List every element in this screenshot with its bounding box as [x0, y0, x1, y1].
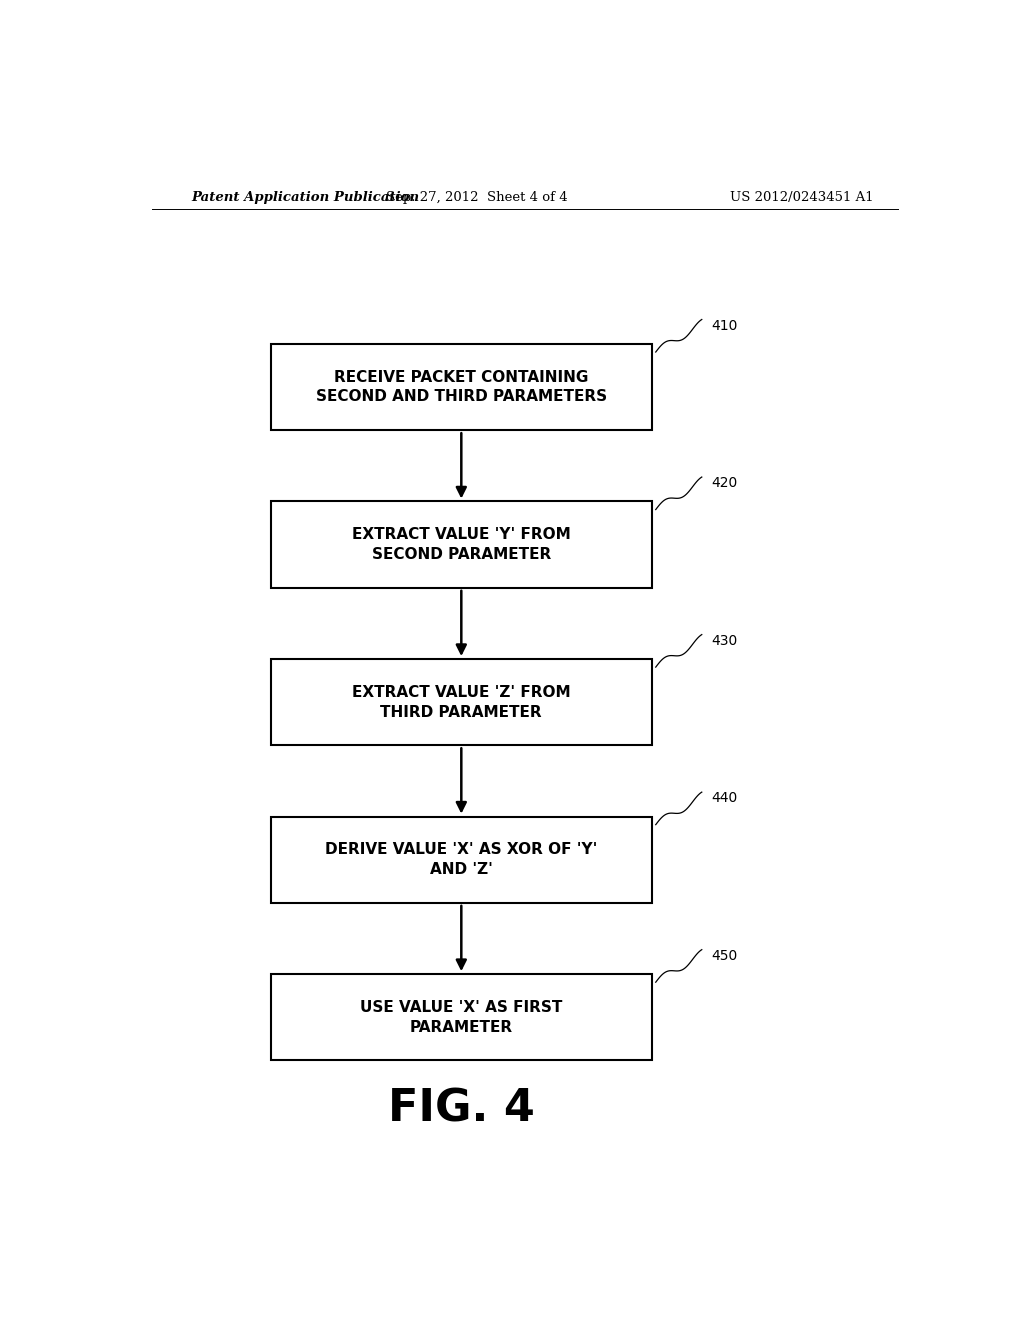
Text: EXTRACT VALUE 'Y' FROM
SECOND PARAMETER: EXTRACT VALUE 'Y' FROM SECOND PARAMETER — [352, 527, 570, 562]
Text: USE VALUE 'X' AS FIRST
PARAMETER: USE VALUE 'X' AS FIRST PARAMETER — [360, 999, 562, 1035]
Text: DERIVE VALUE 'X' AS XOR OF 'Y'
AND 'Z': DERIVE VALUE 'X' AS XOR OF 'Y' AND 'Z' — [326, 842, 597, 876]
Bar — [270, 974, 651, 1060]
Bar — [270, 502, 651, 587]
Text: EXTRACT VALUE 'Z' FROM
THIRD PARAMETER: EXTRACT VALUE 'Z' FROM THIRD PARAMETER — [352, 685, 570, 719]
Text: Sep. 27, 2012  Sheet 4 of 4: Sep. 27, 2012 Sheet 4 of 4 — [386, 190, 568, 203]
Bar — [270, 345, 651, 430]
Text: FIG. 4: FIG. 4 — [388, 1088, 535, 1130]
Text: US 2012/0243451 A1: US 2012/0243451 A1 — [730, 190, 873, 203]
Text: 420: 420 — [712, 477, 737, 490]
Text: Patent Application Publication: Patent Application Publication — [191, 190, 420, 203]
Text: RECEIVE PACKET CONTAINING
SECOND AND THIRD PARAMETERS: RECEIVE PACKET CONTAINING SECOND AND THI… — [315, 370, 607, 404]
Bar — [270, 659, 651, 746]
Text: 450: 450 — [712, 949, 737, 962]
Text: 410: 410 — [712, 318, 737, 333]
Text: 440: 440 — [712, 791, 737, 805]
Bar — [270, 817, 651, 903]
Text: 430: 430 — [712, 634, 737, 648]
